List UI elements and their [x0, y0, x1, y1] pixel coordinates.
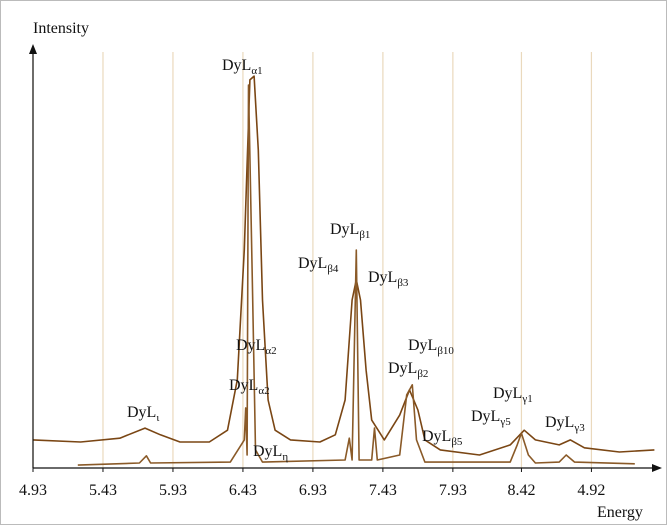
peak-label-text: DyL	[229, 377, 258, 394]
peak-label: DyLβ1	[330, 221, 370, 241]
x-tick-label: 7.93	[439, 482, 467, 499]
peak-label: DyLβ4	[298, 255, 339, 275]
peak-label: DyLβ10	[408, 337, 454, 357]
spectrum-line	[77, 84, 635, 466]
peak-label-sub: β3	[397, 277, 409, 289]
peak-label: DyLι	[127, 404, 159, 424]
peak-label: DyLα1	[222, 57, 263, 77]
spectrum-line	[32, 75, 655, 456]
peak-label-sub: α1	[251, 65, 262, 77]
y-axis-arrow	[29, 44, 37, 54]
peak-label-sub: β5	[451, 436, 463, 448]
peak-label: DyLβ2	[388, 360, 428, 380]
peak-label-sub: α2	[265, 345, 276, 357]
peak-label-text: DyL	[222, 57, 251, 74]
peak-label-text: DyL	[471, 408, 500, 425]
x-tick-label: 8.42	[507, 482, 535, 499]
x-tick-label: 6.93	[299, 482, 327, 499]
peak-label-sub: η	[282, 451, 288, 463]
curves	[32, 75, 655, 466]
peak-label: DyLγ5	[471, 408, 511, 428]
peak-label: DyLη	[253, 443, 288, 463]
x-tick-label: 7.43	[369, 482, 397, 499]
peak-label-text: DyL	[545, 414, 574, 431]
peak-label: DyLβ5	[422, 428, 463, 448]
peak-label-text: DyL	[236, 337, 265, 354]
ticks: 4.93 5.43 5.93 6.43 6.93 7.43 7.93 8.42 4.92	[19, 468, 605, 499]
peak-label-sub: β10	[437, 345, 454, 357]
peak-label-sub: ι	[156, 412, 159, 424]
peak-label-sub: α2	[258, 385, 269, 397]
y-axis-label: Intensity	[33, 20, 89, 37]
peak-label-sub: β1	[359, 229, 370, 241]
x-tick-label: 6.43	[229, 482, 257, 499]
x-axis-label: Energy	[597, 504, 643, 521]
peak-label-sub: γ3	[573, 422, 585, 434]
x-tick-label: 4.92	[577, 482, 605, 499]
peak-label-text: DyL	[422, 428, 451, 445]
peak-label-text: DyL	[127, 404, 156, 421]
peak-label: DyLα2	[229, 377, 270, 397]
peak-label-text: DyL	[388, 360, 417, 377]
x-tick-label: 4.93	[19, 482, 47, 499]
peak-label: DyLβ3	[368, 269, 409, 289]
x-tick-label: 5.93	[159, 482, 187, 499]
peak-label-text: DyL	[493, 385, 522, 402]
peak-label: DyLγ3	[545, 414, 585, 434]
x-axis-arrow	[652, 464, 662, 472]
peak-label: DyLγ1	[493, 385, 533, 405]
peak-label-text: DyL	[330, 221, 359, 238]
peak-label-sub: γ5	[499, 416, 511, 428]
peak-label-text: DyL	[368, 269, 397, 286]
peak-label-sub: β2	[417, 368, 428, 380]
peak-label-text: DyL	[408, 337, 437, 354]
peak-label-text: DyL	[298, 255, 327, 272]
peak-label: DyLα2	[236, 337, 277, 357]
peak-label-sub: β4	[327, 263, 339, 275]
peak-label-text: DyL	[253, 443, 282, 460]
peak-label-sub: γ1	[521, 393, 532, 405]
x-tick-label: 5.43	[89, 482, 117, 499]
